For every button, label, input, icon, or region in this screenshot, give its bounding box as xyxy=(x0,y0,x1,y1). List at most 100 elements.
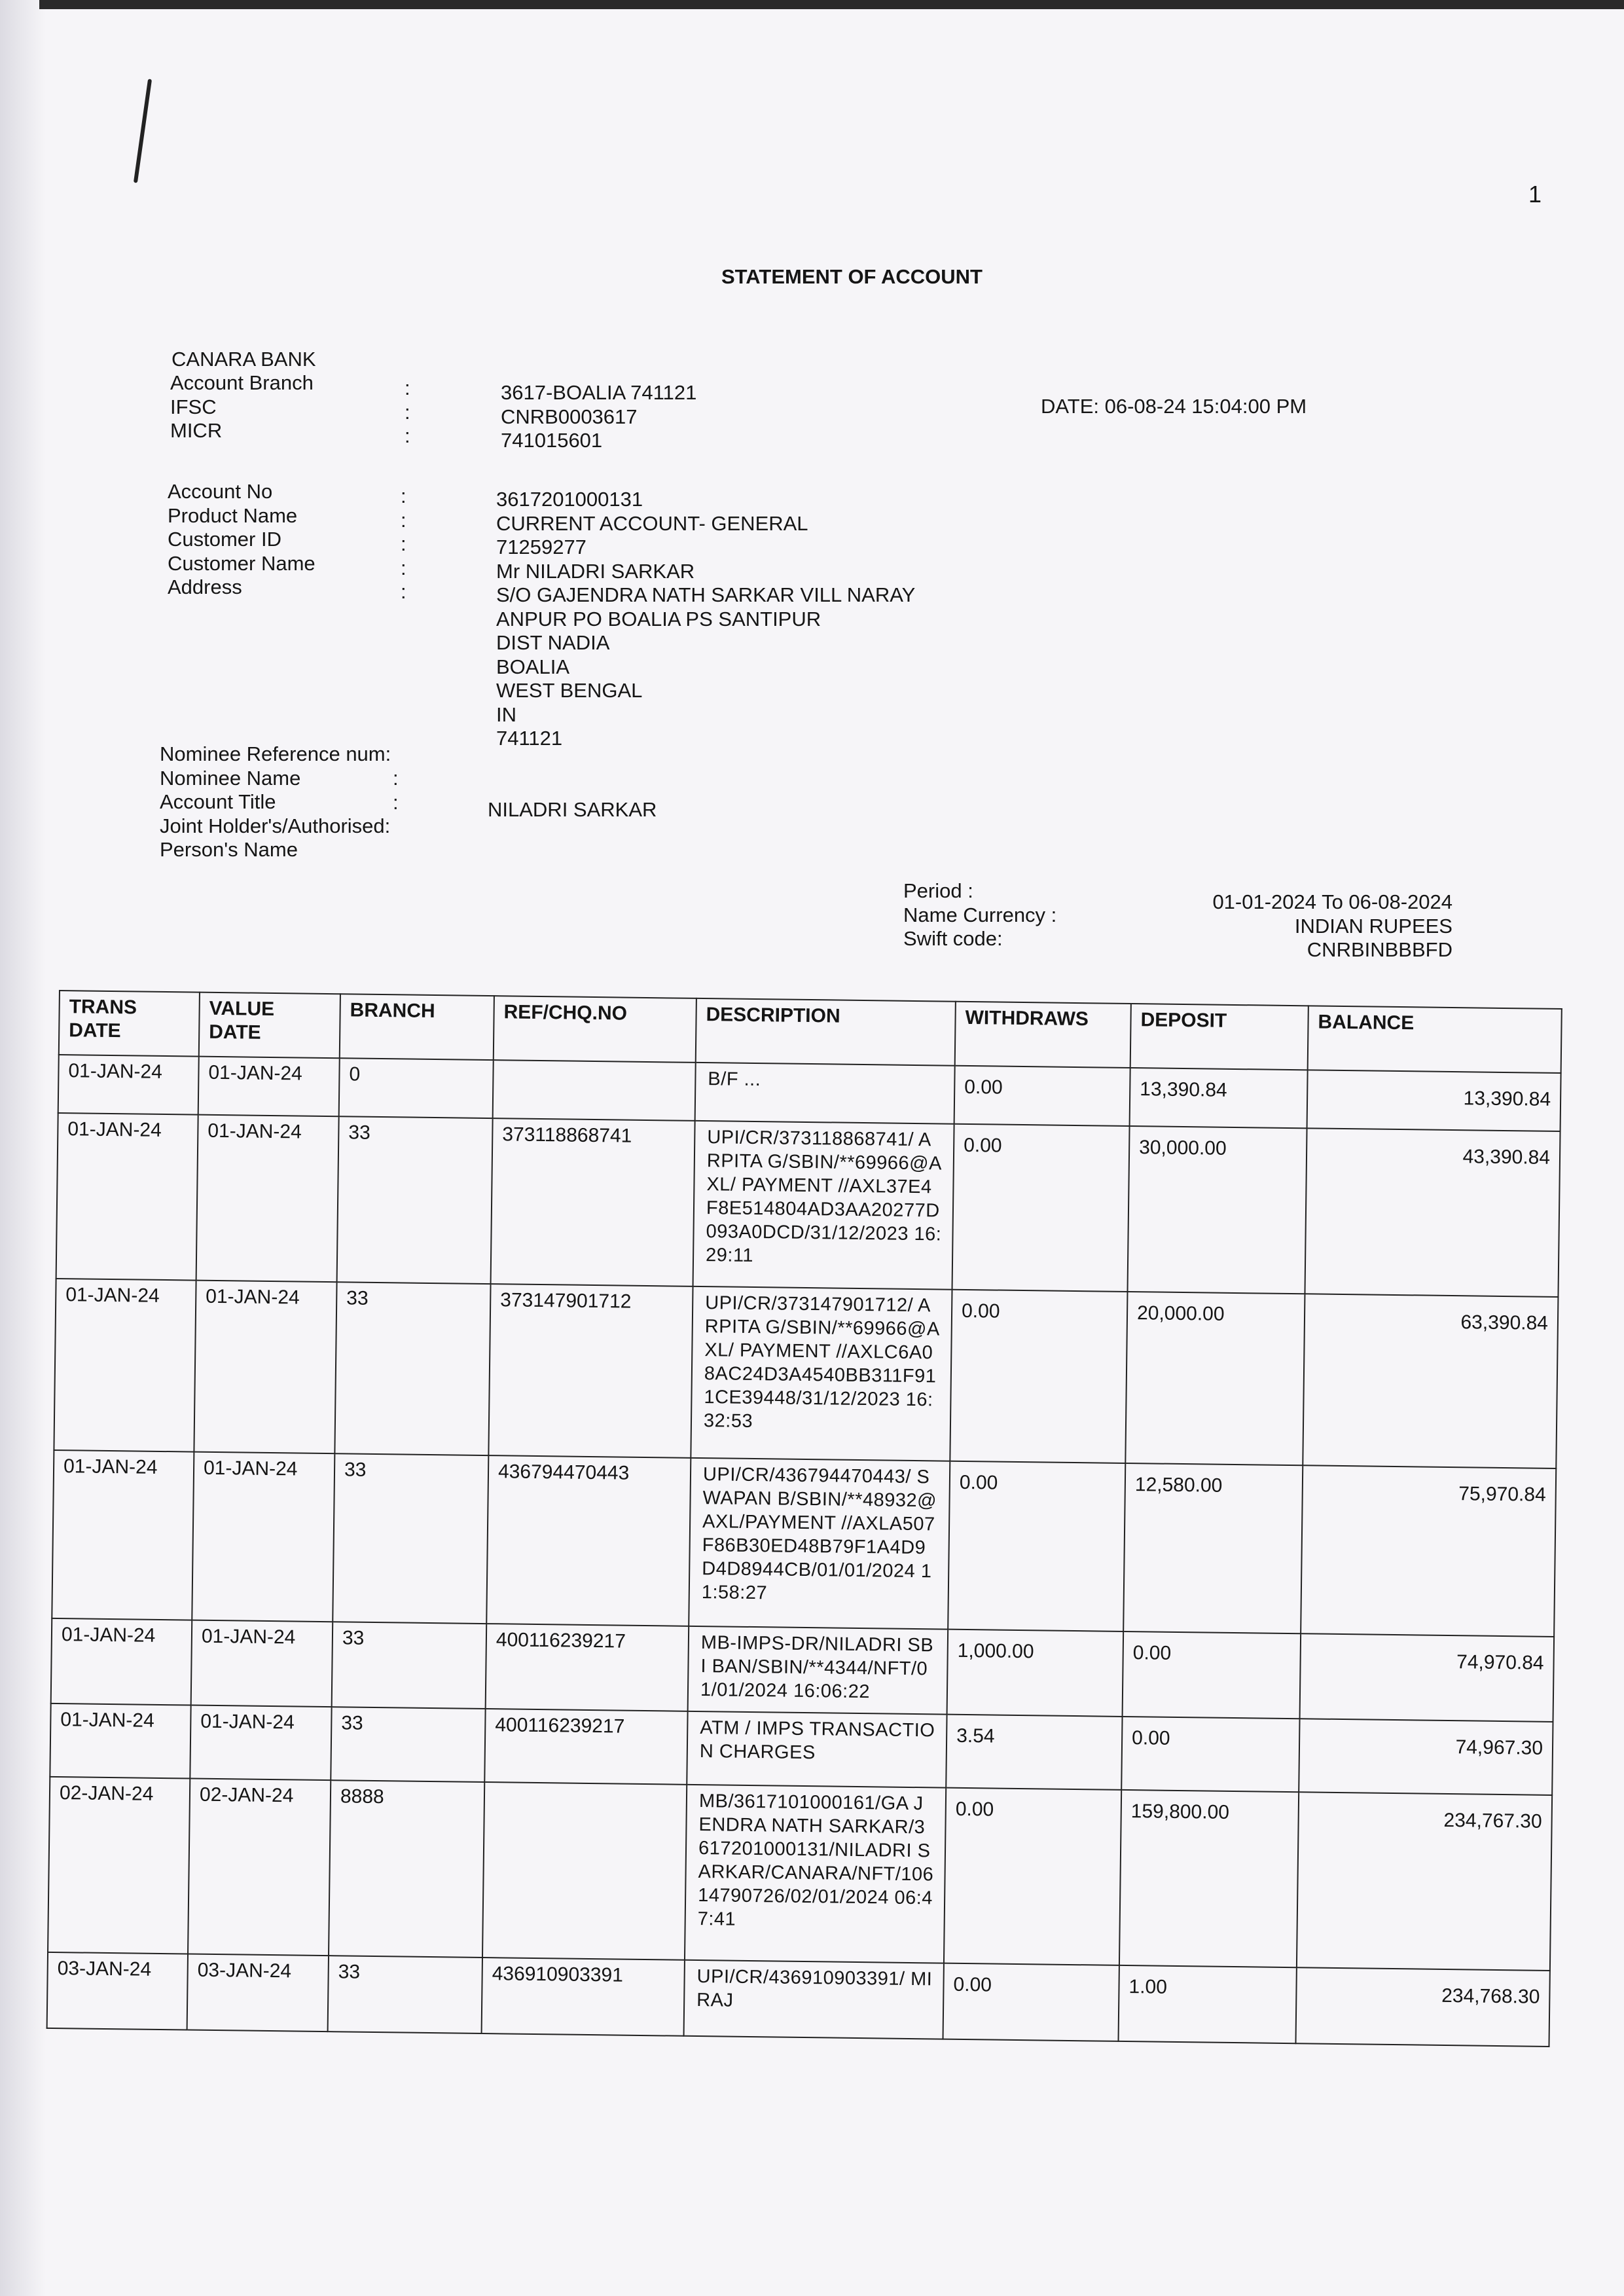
cell-balance: 63,390.84 xyxy=(1303,1294,1559,1468)
cell-value-date: 01-JAN-24 xyxy=(190,1705,332,1781)
cell-branch: 33 xyxy=(333,1453,489,1624)
cell-ref-chq-no: 373118868741 xyxy=(490,1118,695,1286)
cell-description: ATM / IMPS TRANSACTION CHARGES xyxy=(687,1711,947,1788)
cell-deposit: 159,800.00 xyxy=(1119,1789,1299,1968)
column-header-deposit: DEPOSIT xyxy=(1130,1004,1308,1070)
account-colons: ::::: xyxy=(401,484,406,603)
column-header-ref-chq-no: REF/CHQ.NO xyxy=(493,996,696,1063)
label-swift: Swift code: xyxy=(903,927,1003,950)
value-product-name: CURRENT ACCOUNT- GENERAL xyxy=(496,511,808,535)
bank-values: 3617-BOALIA 741121 CNRB0003617 741015601 xyxy=(501,381,696,453)
cell-withdraws: 1,000.00 xyxy=(947,1629,1124,1717)
cell-ref-chq-no: 436794470443 xyxy=(486,1455,691,1626)
cell-trans-date: 01-JAN-24 xyxy=(50,1618,192,1705)
cell-ref-chq-no: 436910903391 xyxy=(481,1958,685,2036)
value-address-line: BOALIA xyxy=(496,655,569,678)
cell-branch: 33 xyxy=(327,1956,482,2034)
cell-trans-date: 01-JAN-24 xyxy=(54,1278,196,1452)
table-row: 01-JAN-24 01-JAN-24 33 436794470443 UPI/CR/4… xyxy=(52,1449,1557,1637)
cell-balance: 75,970.84 xyxy=(1301,1465,1557,1637)
scan-shadow xyxy=(0,0,46,2296)
nominee-colons: :: xyxy=(393,767,399,814)
value-account-title: NILADRI SARKAR xyxy=(488,798,657,821)
value-currency: INDIAN RUPEES xyxy=(1294,914,1453,938)
label-customer-name: Customer Name xyxy=(168,551,316,575)
cell-deposit: 0.00 xyxy=(1121,1716,1300,1793)
cell-trans-date: 01-JAN-24 xyxy=(58,1055,199,1115)
period-labels: Period : Name Currency : Swift code: xyxy=(903,879,1056,951)
cell-description: UPI/CR/373118868741/ ARPITA G/SBIN/**699… xyxy=(693,1120,954,1290)
label-micr: MICR xyxy=(170,419,223,442)
cell-balance: 74,970.84 xyxy=(1299,1633,1555,1722)
cell-deposit: 20,000.00 xyxy=(1125,1291,1305,1466)
label-person-name: Person's Name xyxy=(160,838,298,861)
scan-edge xyxy=(39,0,1624,9)
cell-balance: 234,768.30 xyxy=(1295,1967,1550,2047)
label-account-no: Account No xyxy=(168,480,273,503)
cell-balance: 43,390.84 xyxy=(1305,1128,1561,1298)
cell-branch: 8888 xyxy=(329,1780,485,1958)
table-row: 01-JAN-24 01-JAN-24 33 373147901712 UPI/CR/3… xyxy=(54,1278,1559,1468)
cell-value-date: 01-JAN-24 xyxy=(196,1114,339,1283)
bank-name: CANARA BANK xyxy=(171,348,316,371)
cell-withdraws: 3.54 xyxy=(946,1714,1123,1790)
label-joint-holder: Joint Holder's/Authorised: xyxy=(160,814,391,837)
label-product-name: Product Name xyxy=(168,503,298,527)
cell-ref-chq-no: 373147901712 xyxy=(488,1284,693,1458)
value-customer-id: 71259277 xyxy=(496,536,586,558)
cell-ref-chq-no xyxy=(482,1782,687,1960)
bank-labels: Account Branch IFSC MICR xyxy=(170,371,314,443)
cell-value-date: 01-JAN-24 xyxy=(192,1451,335,1622)
column-header-trans-date: TRANS DATE xyxy=(58,991,200,1057)
value-address-line: S/O GAJENDRA NATH SARKAR VILL NARAY xyxy=(496,583,916,606)
page-title: STATEMENT OF ACCOUNT xyxy=(721,265,983,288)
label-currency: Name Currency : xyxy=(903,903,1057,926)
cell-deposit: 1.00 xyxy=(1118,1965,1297,2044)
cell-balance: 13,390.84 xyxy=(1307,1070,1561,1132)
column-header-description: DESCRIPTION xyxy=(695,998,956,1066)
value-customer-name: Mr NILADRI SARKAR xyxy=(496,559,695,583)
cell-trans-date: 01-JAN-24 xyxy=(52,1449,194,1620)
account-labels: Account No Product Name Customer ID Cust… xyxy=(168,480,316,600)
cell-value-date: 01-JAN-24 xyxy=(190,1620,333,1707)
cell-trans-date: 01-JAN-24 xyxy=(56,1112,198,1281)
cell-description: B/F ... xyxy=(695,1062,955,1124)
cell-withdraws: 0.00 xyxy=(954,1065,1130,1126)
label-ifsc: IFSC xyxy=(170,395,217,418)
cell-ref-chq-no: 400116239217 xyxy=(485,1624,689,1711)
value-period: 01-01-2024 To 06-08-2024 xyxy=(1212,890,1453,913)
cell-value-date: 03-JAN-24 xyxy=(187,1954,329,2032)
value-address-line: 741121 xyxy=(496,727,563,750)
cell-description: UPI/CR/436910903391/ MIRAJ xyxy=(683,1959,944,2039)
table-row: 02-JAN-24 02-JAN-24 8888 MB/3617101000161/G… xyxy=(48,1776,1553,1971)
cell-trans-date: 01-JAN-24 xyxy=(50,1703,191,1779)
value-account-no: 3617201000131 xyxy=(496,488,643,511)
value-account-branch: 3617-BOALIA 741121 xyxy=(501,381,697,404)
cell-withdraws: 0.00 xyxy=(943,1787,1122,1965)
label-customer-id: Customer ID xyxy=(168,528,281,551)
value-swift: CNRBINBBBFD xyxy=(1307,938,1453,961)
label-account-branch: Account Branch xyxy=(170,371,314,394)
cell-description: MB-IMPS-DR/NILADRI SBI BAN/SBIN/**4344/N… xyxy=(687,1626,948,1715)
cell-balance: 234,767.30 xyxy=(1296,1792,1553,1971)
cell-withdraws: 0.00 xyxy=(943,1963,1119,2041)
bank-colons: ::: xyxy=(405,376,410,447)
table-row: 01-JAN-24 01-JAN-24 33 373118868741 UPI/CR/3… xyxy=(56,1112,1561,1298)
cell-branch: 33 xyxy=(334,1282,491,1456)
period-values: 01-01-2024 To 06-08-2024 INDIAN RUPEES C… xyxy=(1212,890,1453,962)
cell-ref-chq-no xyxy=(492,1060,696,1121)
nominee-labels: Nominee Reference num: Nominee Name Acco… xyxy=(160,742,391,862)
value-address-line: WEST BENGAL xyxy=(496,679,643,702)
cell-branch: 33 xyxy=(331,1707,486,1783)
cell-description: MB/3617101000161/GA JENDRA NATH SARKAR/3… xyxy=(684,1784,947,1963)
statement-date: DATE: 06-08-24 15:04:00 PM xyxy=(1041,395,1307,418)
cell-description: UPI/CR/373147901712/ ARPITA G/SBIN/**699… xyxy=(691,1286,952,1461)
label-address: Address xyxy=(168,575,242,598)
cell-description: UPI/CR/436794470443/ SWAPAN B/SBIN/**489… xyxy=(689,1457,950,1630)
transactions-table: TRANS DATE VALUE DATE BRANCH REF/CHQ.NO DESC… xyxy=(46,990,1562,2047)
cell-branch: 33 xyxy=(331,1622,487,1709)
label-nominee-ref: Nominee Reference num: xyxy=(160,742,391,765)
account-values: 3617201000131 CURRENT ACCOUNT- GENERAL 7… xyxy=(496,488,915,751)
cell-balance: 74,967.30 xyxy=(1299,1719,1553,1795)
page-number: 1 xyxy=(1528,181,1542,208)
